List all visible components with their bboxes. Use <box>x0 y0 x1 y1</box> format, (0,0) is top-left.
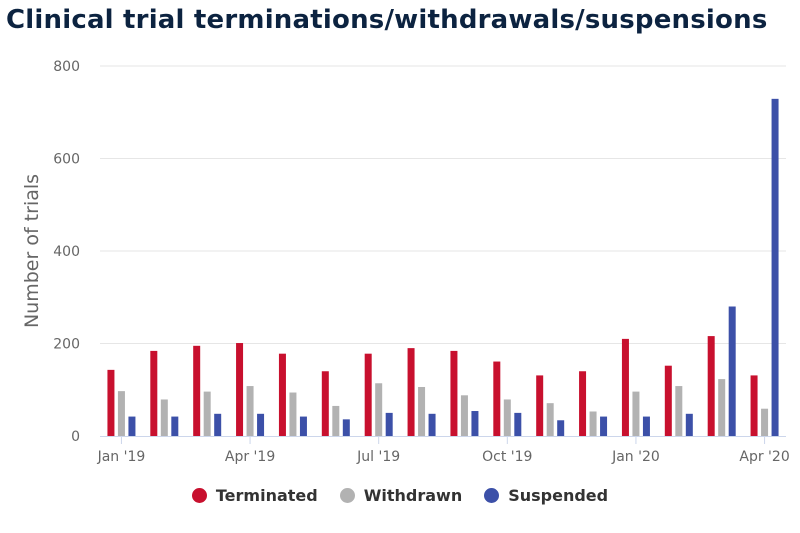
legend-item-terminated[interactable]: Terminated <box>191 486 318 505</box>
bar-terminated[interactable] <box>407 348 415 437</box>
bar-suspended[interactable] <box>385 412 393 437</box>
bar-series <box>107 98 779 437</box>
bar-terminated[interactable] <box>107 369 115 436</box>
x-tick-label: Jan '20 <box>611 449 660 465</box>
bar-suspended[interactable] <box>171 416 179 436</box>
suspended-legend-marker <box>484 488 500 503</box>
y-tick-label: 0 <box>71 429 80 445</box>
withdrawn-legend-marker <box>339 488 355 503</box>
bar-suspended[interactable] <box>428 413 436 436</box>
bar-suspended[interactable] <box>685 413 693 436</box>
bar-withdrawn[interactable] <box>460 395 468 436</box>
bar-terminated[interactable] <box>364 353 372 436</box>
bar-withdrawn[interactable] <box>718 379 726 436</box>
bar-terminated[interactable] <box>193 345 201 436</box>
bar-withdrawn[interactable] <box>289 392 297 436</box>
bar-suspended[interactable] <box>642 416 650 436</box>
x-tick-label: Apr '19 <box>225 449 275 465</box>
x-tick-label: Jul '19 <box>356 449 400 465</box>
bar-withdrawn[interactable] <box>332 405 340 436</box>
legend-item-withdrawn[interactable]: Withdrawn <box>339 486 463 505</box>
bar-withdrawn[interactable] <box>632 391 640 436</box>
bar-terminated[interactable] <box>579 371 587 436</box>
terminated-legend-marker <box>191 488 207 503</box>
y-tick-label: 400 <box>53 244 80 260</box>
bar-suspended[interactable] <box>557 420 565 436</box>
legend-label-suspended: Suspended <box>508 486 609 505</box>
bar-withdrawn[interactable] <box>160 399 168 436</box>
gridlines <box>100 65 786 344</box>
bar-withdrawn[interactable] <box>503 399 511 436</box>
bar-suspended[interactable] <box>728 306 736 437</box>
y-tick-label: 600 <box>53 152 80 168</box>
legend-label-withdrawn: Withdrawn <box>363 486 463 505</box>
x-tick-label: Oct '19 <box>482 449 532 465</box>
bar-withdrawn[interactable] <box>418 386 426 436</box>
x-tick-label: Jan '19 <box>97 449 146 465</box>
bar-withdrawn[interactable] <box>546 403 554 436</box>
chart-title: Clinical trial terminations/withdrawals/… <box>6 5 768 35</box>
bar-terminated[interactable] <box>278 353 286 436</box>
y-axis-tick-labels: 0 200 400 600 800 <box>53 59 80 445</box>
bar-terminated[interactable] <box>450 350 458 436</box>
bar-terminated[interactable] <box>236 343 244 436</box>
bar-suspended[interactable] <box>257 413 265 436</box>
bar-terminated[interactable] <box>621 338 629 437</box>
bar-withdrawn[interactable] <box>375 383 383 436</box>
bar-withdrawn[interactable] <box>589 411 597 436</box>
bar-suspended[interactable] <box>342 419 350 436</box>
bar-terminated[interactable] <box>321 371 329 436</box>
bar-suspended[interactable] <box>128 416 136 436</box>
x-axis-ticks: Jan '19 Apr '19 Jul '19 Oct '19 Jan '20 Apr '… <box>97 436 790 465</box>
bar-suspended[interactable] <box>299 416 307 436</box>
legend-item-suspended[interactable]: Suspended <box>484 486 608 505</box>
bar-withdrawn[interactable] <box>246 386 254 436</box>
bar-terminated[interactable] <box>750 375 758 436</box>
bar-withdrawn[interactable] <box>675 386 683 436</box>
bar-suspended[interactable] <box>771 98 779 436</box>
y-tick-label: 200 <box>53 337 80 353</box>
bar-terminated[interactable] <box>707 336 715 436</box>
bar-suspended[interactable] <box>514 412 522 437</box>
bar-suspended[interactable] <box>600 416 608 436</box>
bar-suspended[interactable] <box>471 411 479 436</box>
bar-terminated[interactable] <box>664 365 672 436</box>
legend-label-terminated: Terminated <box>215 486 318 505</box>
bar-terminated[interactable] <box>536 375 544 436</box>
x-tick-label: Apr '20 <box>739 449 789 465</box>
bar-chart: 0 200 400 600 800 Number of trials Jan '19 Ap… <box>21 59 790 465</box>
bar-terminated[interactable] <box>493 361 501 436</box>
legend: Terminated Withdrawn Suspended <box>0 486 800 505</box>
bar-withdrawn[interactable] <box>761 408 769 436</box>
bar-withdrawn[interactable] <box>117 391 125 436</box>
bar-withdrawn[interactable] <box>203 391 211 436</box>
y-axis-label: Number of trials <box>21 174 43 328</box>
y-tick-label: 800 <box>53 59 80 75</box>
bar-suspended[interactable] <box>214 413 222 436</box>
bar-terminated[interactable] <box>150 350 158 436</box>
